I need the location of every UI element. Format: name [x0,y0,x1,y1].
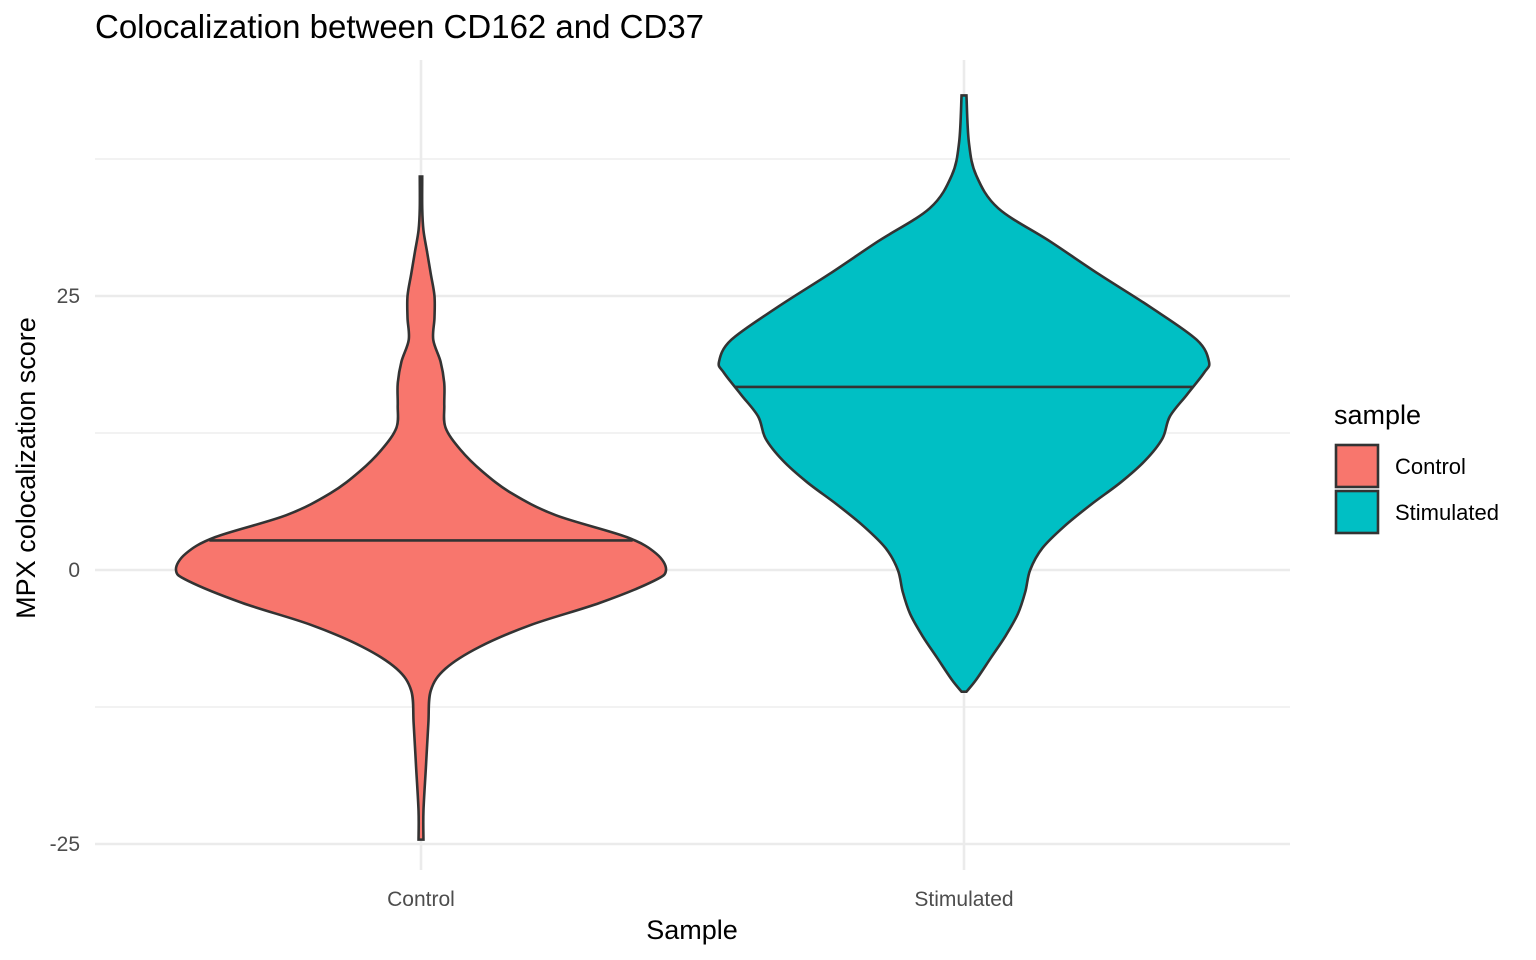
legend-title: sample [1334,400,1421,430]
x-axis-title: Sample [646,915,738,945]
legend-key-control [1334,443,1380,489]
violin-stimulated [717,94,1211,693]
y-tick-labels: -25 0 25 [50,285,80,856]
y-tick-label: 0 [68,559,80,582]
y-tick-label: 25 [57,285,80,308]
y-tick-label: -25 [50,833,80,856]
y-axis-title: MPX colocalization score [11,317,41,619]
x-tick-labels: Control Stimulated [387,888,1013,911]
legend-label-control: Control [1395,454,1466,479]
x-tick-label: Stimulated [914,888,1013,911]
violins [174,94,1211,841]
legend-label-stimulated: Stimulated [1395,500,1499,525]
chart-title: Colocalization between CD162 and CD37 [95,8,704,45]
x-tick-label: Control [387,888,455,911]
legend-key-stimulated [1334,489,1380,535]
legend: sample Control Stimulated [1334,400,1499,535]
violin-control [174,175,668,841]
